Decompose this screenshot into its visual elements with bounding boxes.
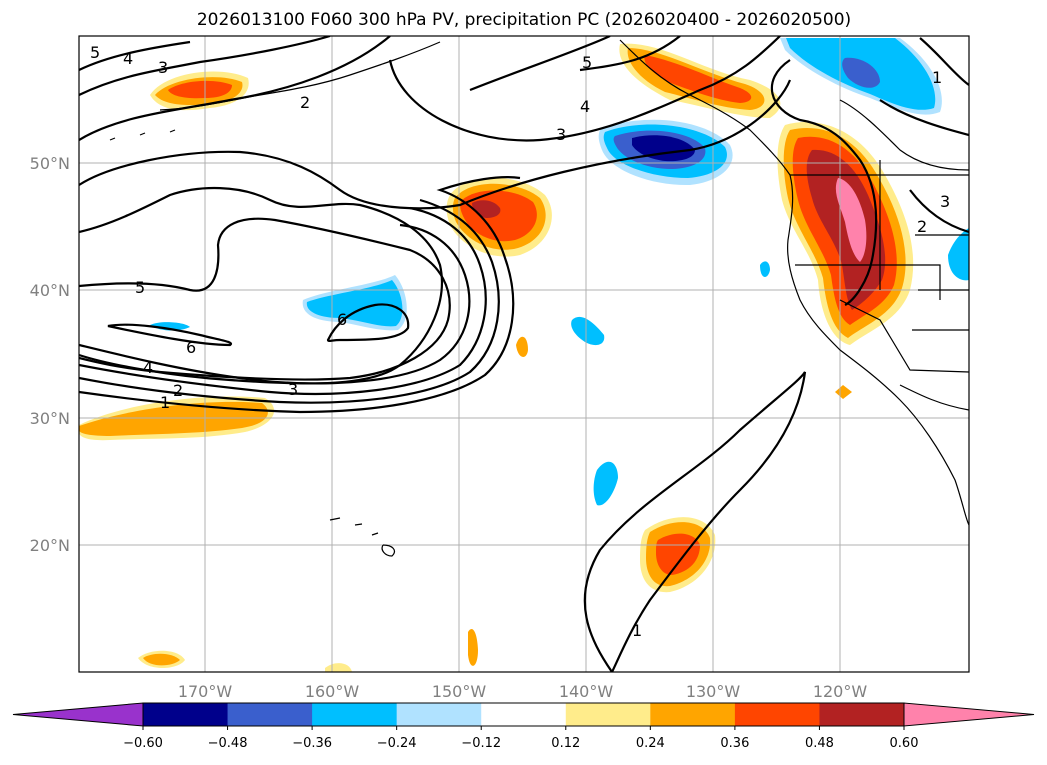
colorbar-segment [565, 703, 651, 726]
colorbar-segment [143, 703, 229, 726]
lat-label: 30°N [30, 409, 70, 428]
colorbar-segment [396, 703, 482, 726]
contour-label: 5 [90, 43, 100, 62]
map-frame [78, 35, 970, 673]
lon-label: 170°W [178, 682, 233, 701]
contour-label: 4 [123, 49, 133, 68]
colorbar-tick-label: −0.24 [377, 736, 417, 751]
contour-label: 6 [186, 338, 196, 357]
colorbar-extend-low [12, 702, 144, 727]
lat-label: 50°N [30, 154, 70, 173]
lon-label: 140°W [559, 682, 614, 701]
contour-label: 3 [158, 58, 168, 77]
precip-area [468, 629, 478, 666]
coastlines [109, 39, 969, 557]
colorbar-extend-high [903, 702, 1035, 727]
contour-label: 2 [917, 217, 927, 236]
gridlines [79, 36, 969, 672]
figure-title: 2026013100 F060 300 hPa PV, precipitatio… [197, 10, 851, 30]
precip-area [842, 57, 880, 88]
colorbar-segment [312, 703, 398, 726]
precip-area [835, 385, 852, 399]
precip-area [571, 316, 605, 346]
contour-label: 3 [556, 125, 566, 144]
contour-label: 1 [632, 621, 642, 640]
contour-label: 4 [580, 97, 590, 116]
precip-area [656, 533, 700, 575]
lon-label: 130°W [686, 682, 741, 701]
lon-labels: 170°W 160°W 150°W 140°W 130°W 120°W [178, 682, 868, 701]
precip-area [306, 280, 403, 327]
colorbar: −0.60 −0.48 −0.36 −0.24 −0.12 0.12 0.24 0.36 0.4… [12, 702, 1035, 751]
colorbar-tick-label: 0.24 [636, 736, 665, 751]
precip-area [835, 178, 867, 262]
contour-labels: 5 4 3 2 5 4 3 5 6 6 4 2 1 3 1 2 3 1 [90, 43, 950, 640]
contour-label: 5 [135, 278, 145, 297]
colorbar-segment [819, 703, 905, 726]
contour-label: 1 [932, 68, 942, 87]
colorbar-frame [142, 702, 905, 727]
precip-area [644, 55, 752, 103]
lat-label: 40°N [30, 281, 70, 300]
contour-label: 3 [940, 192, 950, 211]
precip-area [79, 401, 268, 436]
contour-label: 2 [173, 381, 183, 400]
colorbar-segment [650, 703, 736, 726]
colorbar-segment [227, 703, 313, 726]
contour-label: 5 [582, 53, 592, 72]
colorbar-segment [481, 703, 567, 726]
colorbar-tick-label: 0.36 [720, 736, 749, 751]
colorbar-tick-label: −0.36 [292, 736, 332, 751]
lon-label: 120°W [813, 682, 868, 701]
contour-label: 3 [288, 380, 298, 399]
precip-area [948, 228, 969, 281]
precip-area [143, 653, 180, 666]
lat-labels: 50°N 40°N 30°N 20°N [30, 154, 70, 555]
pv-contours [79, 36, 969, 672]
lat-label: 20°N [30, 536, 70, 555]
colorbar-tick-label: −0.60 [123, 736, 163, 751]
precip-area [516, 336, 528, 357]
precip-area [593, 461, 618, 506]
precip-area [760, 261, 770, 277]
lon-label: 150°W [432, 682, 487, 701]
precip-area [168, 80, 232, 99]
colorbar-tick-label: −0.12 [461, 736, 501, 751]
contour-label: 1 [160, 393, 170, 412]
precip-area [806, 149, 886, 310]
map-panel: 5 4 3 2 5 4 3 5 6 6 4 2 1 3 1 2 3 1 [78, 35, 970, 673]
contour-label: 6 [337, 310, 347, 329]
lon-label: 160°W [305, 682, 360, 701]
colorbar-tick-label: −0.48 [208, 736, 248, 751]
contour-label: 2 [300, 93, 310, 112]
contour-label: 4 [143, 358, 153, 377]
colorbar-segment [734, 703, 820, 726]
colorbar-tick-label: 0.60 [890, 736, 919, 751]
colorbar-tick-label: 0.12 [551, 736, 580, 751]
colorbar-tick-label: 0.48 [805, 736, 834, 751]
